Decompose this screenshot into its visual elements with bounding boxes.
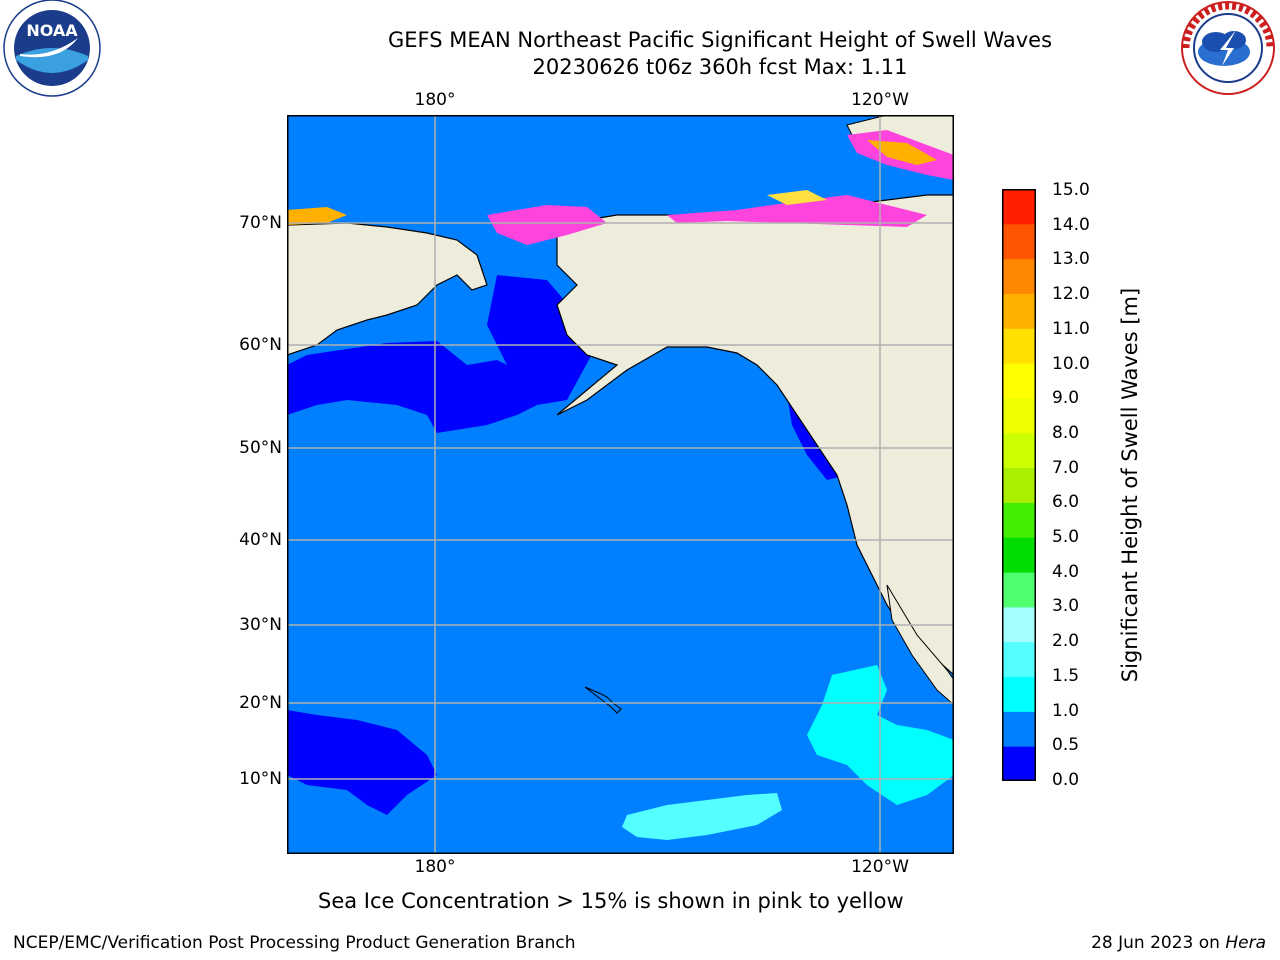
colorbar-label: Significant Height of Swell Waves [m] [1117, 288, 1143, 682]
lat-label-10n: 10°N [239, 769, 282, 789]
colorbar-tick-label: 3.0 [1052, 596, 1080, 617]
land-siberia [287, 222, 488, 356]
colorbar-tick-label: 0.0 [1052, 770, 1080, 790]
swell-height-map [287, 115, 954, 854]
lon-label-bottom-180: 180° [414, 857, 456, 877]
footer-date: 28 Jun 2023 on Hera [1091, 933, 1266, 953]
colorbar-segment [1002, 502, 1036, 538]
sea-ice-siberia [287, 207, 347, 225]
lat-label-70n: 70°N [239, 213, 282, 233]
lat-label-20n: 20°N [239, 693, 282, 713]
land-baja [886, 584, 954, 706]
lon-label-top-120w: 120°W [851, 90, 909, 110]
colorbar-tick-label: 0.5 [1052, 735, 1080, 756]
colorbar-segment [1002, 606, 1036, 643]
chart-title-line1: GEFS MEAN Northeast Pacific Significant … [387, 28, 1053, 52]
colorbar [1002, 189, 1036, 781]
colorbar-tick-label: 1.5 [1052, 665, 1080, 686]
colorbar-segment [1002, 189, 1036, 225]
colorbar-segment [1002, 746, 1036, 781]
colorbar-tick-label: 6.0 [1052, 492, 1080, 513]
sea-ice-beaufort [667, 195, 927, 227]
lat-label-50n: 50°N [239, 438, 282, 458]
colorbar-tick-label: 14.0 [1052, 214, 1090, 235]
map-border [287, 115, 954, 854]
colorbar-tick-label: 13.0 [1052, 249, 1090, 270]
colorbar-segment [1002, 258, 1036, 294]
colorbar-segment [1002, 328, 1036, 364]
sea-ice-yellow [767, 190, 827, 205]
colorbar-segment [1002, 293, 1036, 329]
chart-title-line2: 20230626 t06z 360h fcst Max: 1.11 [532, 55, 908, 79]
lat-label-40n: 40°N [239, 530, 282, 550]
noaa-logo: NOAA [3, 0, 101, 97]
colorbar-tick-label: 7.0 [1052, 457, 1080, 478]
colorbar-segment [1002, 363, 1036, 399]
colorbar-tick-label: 4.0 [1052, 561, 1080, 582]
colorbar-segment [1002, 397, 1036, 434]
colorbar-label-text: Significant Height of Swell Waves [m] [1118, 287, 1142, 683]
colorbar-segment [1002, 676, 1036, 712]
colorbar-segment [1002, 467, 1036, 503]
colorbar-border [1002, 189, 1036, 781]
lat-label-60n: 60°N [239, 335, 282, 355]
low-swell-region-southwest [287, 710, 437, 815]
colorbar-tick-label: 5.0 [1052, 527, 1080, 548]
noaa-logo-text: NOAA [26, 21, 78, 40]
low-swell-region-aleutians [287, 341, 537, 433]
colorbar-tick-label: 8.0 [1052, 422, 1080, 443]
colorbar-segment [1002, 537, 1036, 573]
lon-label-top-180: 180° [414, 90, 456, 110]
colorbar-tick-label: 11.0 [1052, 318, 1090, 339]
colorbar-tick-label: 9.0 [1052, 388, 1080, 409]
swell-region-south [622, 793, 782, 840]
nws-logo [1181, 1, 1275, 95]
colorbar-tick-label: 12.0 [1052, 284, 1090, 305]
colorbar-segment [1002, 432, 1036, 469]
colorbar-tick-label: 1.0 [1052, 700, 1080, 721]
map-gridlines [287, 115, 954, 854]
colorbar-segment [1002, 711, 1036, 747]
colorbar-segment [1002, 572, 1036, 608]
footer-producer: NCEP/EMC/Verification Post Processing Pr… [13, 933, 576, 953]
colorbar-tick-label: 15.0 [1052, 180, 1090, 200]
footer-machine: Hera [1225, 933, 1266, 953]
colorbar-segment [1002, 223, 1036, 260]
sea-ice-caption: Sea Ice Concentration > 15% is shown in … [318, 889, 904, 913]
colorbar-tick-label: 10.0 [1052, 353, 1090, 374]
footer-date-text: 28 Jun 2023 on [1091, 933, 1226, 953]
colorbar-segment [1002, 641, 1036, 678]
sea-ice-orange [867, 140, 937, 165]
colorbar-tick-label: 2.0 [1052, 631, 1080, 652]
lat-label-30n: 30°N [239, 615, 282, 635]
colorbar-segments [1002, 189, 1036, 781]
lon-label-bottom-120w: 120°W [851, 857, 909, 877]
sea-ice-chukchi [487, 205, 607, 245]
